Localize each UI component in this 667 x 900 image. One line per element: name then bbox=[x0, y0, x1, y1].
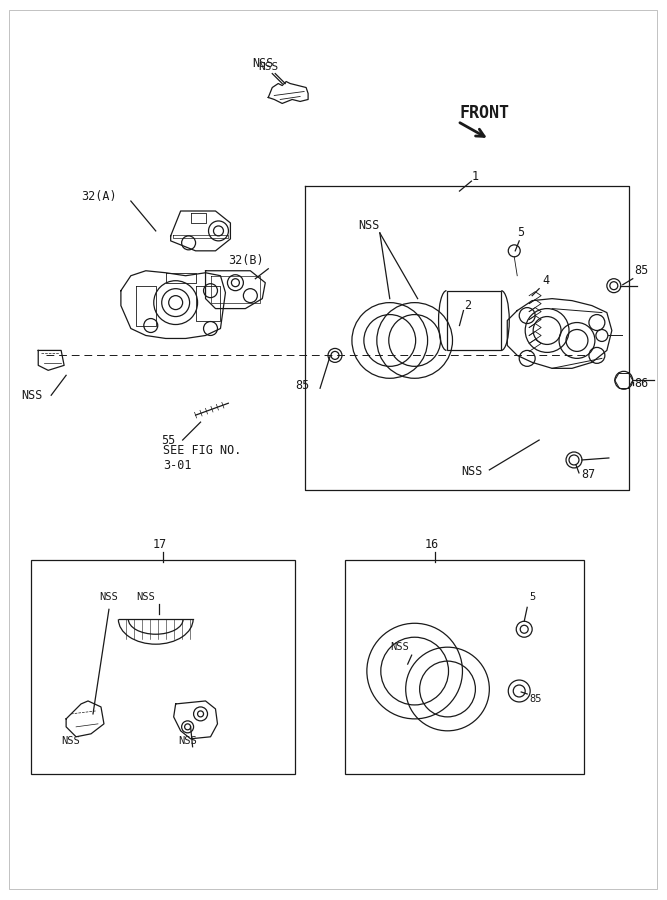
Text: FRONT: FRONT bbox=[460, 104, 510, 122]
Bar bbox=[345, 560, 584, 774]
Text: 85: 85 bbox=[529, 694, 542, 704]
Text: 4: 4 bbox=[542, 274, 549, 287]
Text: SEE FIG NO.: SEE FIG NO. bbox=[163, 444, 241, 456]
Text: NSS: NSS bbox=[462, 465, 483, 479]
Circle shape bbox=[566, 452, 582, 468]
Text: NSS: NSS bbox=[252, 57, 273, 70]
Bar bbox=[446, 291, 502, 350]
Text: 32(B): 32(B) bbox=[228, 255, 264, 267]
Text: 2: 2 bbox=[464, 299, 472, 312]
Text: 85: 85 bbox=[635, 265, 649, 277]
Text: 5: 5 bbox=[517, 227, 524, 239]
Text: 86: 86 bbox=[635, 377, 649, 390]
Text: NSS: NSS bbox=[358, 220, 380, 232]
Text: NSS: NSS bbox=[61, 736, 80, 746]
Text: 55: 55 bbox=[161, 434, 175, 446]
Text: 32(A): 32(A) bbox=[81, 190, 117, 203]
Text: 3-01: 3-01 bbox=[163, 459, 191, 472]
Text: NSS: NSS bbox=[21, 389, 43, 401]
Text: 1: 1 bbox=[472, 169, 478, 183]
Text: NSS: NSS bbox=[390, 643, 408, 652]
Text: NSS: NSS bbox=[258, 61, 279, 72]
Circle shape bbox=[607, 279, 621, 292]
Bar bbox=[31, 560, 295, 774]
Text: NSS: NSS bbox=[136, 592, 155, 602]
Text: 87: 87 bbox=[581, 468, 595, 482]
Text: 17: 17 bbox=[153, 538, 167, 551]
Text: NSS: NSS bbox=[179, 736, 197, 746]
Circle shape bbox=[328, 348, 342, 363]
Text: 16: 16 bbox=[425, 538, 439, 551]
Text: 5: 5 bbox=[529, 592, 536, 602]
Text: 85: 85 bbox=[295, 379, 309, 392]
Text: NSS: NSS bbox=[99, 592, 118, 602]
